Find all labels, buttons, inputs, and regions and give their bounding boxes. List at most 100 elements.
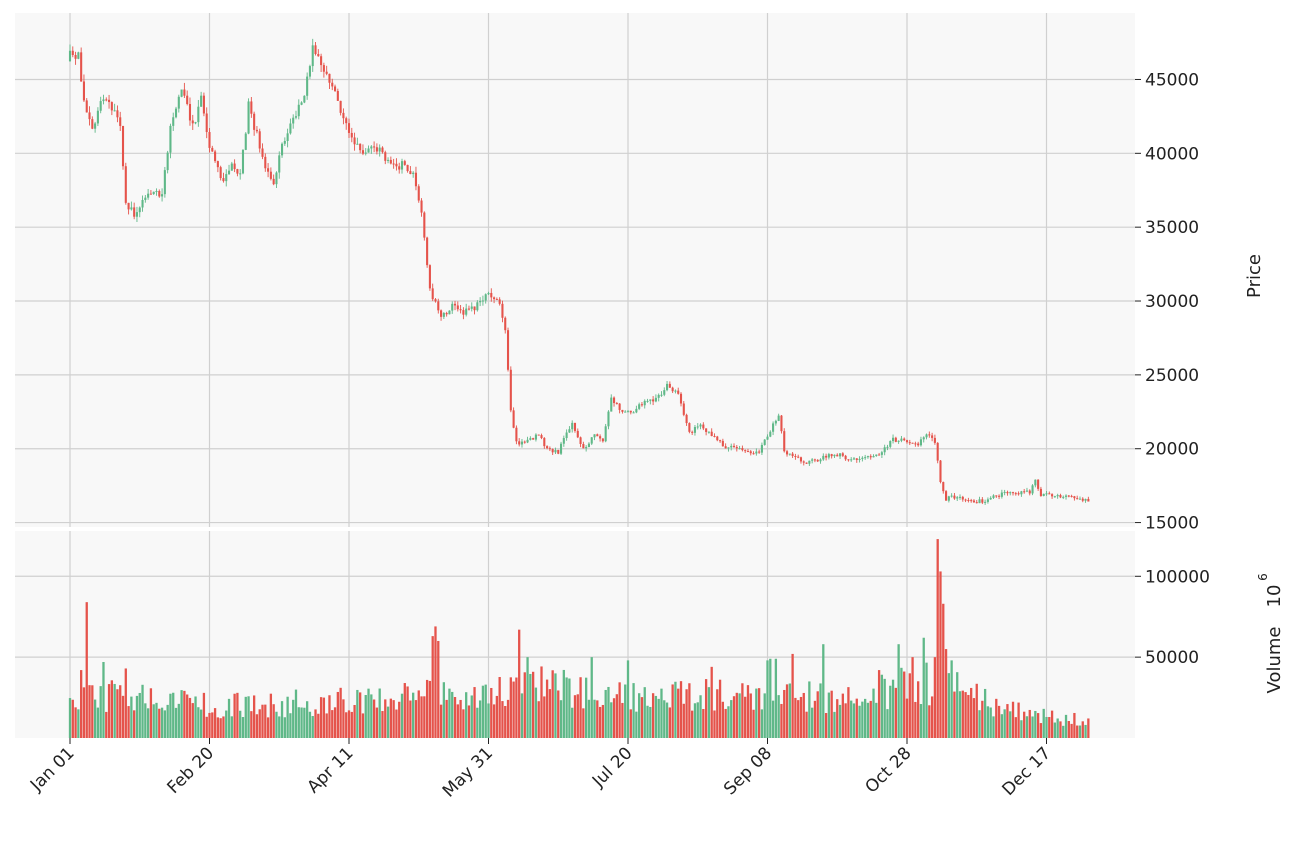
volume-bar bbox=[531, 671, 535, 738]
candle-body bbox=[451, 303, 454, 311]
volume-bar bbox=[442, 682, 446, 738]
volume-bar bbox=[121, 695, 125, 738]
candle-body bbox=[375, 147, 378, 152]
volume-bar bbox=[208, 712, 211, 738]
candle-body bbox=[805, 462, 808, 464]
volume-bar bbox=[601, 704, 605, 738]
candle-body bbox=[626, 410, 630, 412]
candle-body bbox=[562, 438, 565, 444]
volume-bar bbox=[1014, 717, 1017, 738]
volume-bar bbox=[1059, 721, 1062, 738]
candle-body bbox=[679, 393, 683, 404]
candle-body bbox=[878, 454, 881, 456]
volume-bar bbox=[124, 668, 127, 738]
candle-body bbox=[866, 456, 869, 458]
candle-body bbox=[772, 423, 775, 432]
volume-bar bbox=[152, 704, 155, 738]
volume-bar bbox=[903, 671, 906, 738]
volume-bar bbox=[604, 689, 607, 738]
candle-body bbox=[986, 499, 989, 502]
candle-body bbox=[981, 499, 984, 503]
volume-bar bbox=[989, 707, 992, 738]
volume-bar bbox=[1078, 725, 1082, 738]
volume-bar bbox=[1070, 723, 1073, 738]
volume-bar bbox=[1028, 709, 1031, 738]
volume-bar bbox=[133, 710, 136, 738]
candle-body bbox=[130, 207, 133, 210]
candle-body bbox=[788, 453, 791, 455]
candle-body bbox=[573, 422, 577, 431]
price-tick-label: 25000 bbox=[1145, 366, 1199, 386]
candle-body bbox=[236, 169, 239, 174]
volume-bar bbox=[864, 698, 867, 738]
candle-body bbox=[392, 163, 395, 165]
candle-body bbox=[939, 460, 942, 483]
volume-bar bbox=[169, 693, 172, 738]
volume-bar bbox=[227, 698, 231, 738]
candle-body bbox=[970, 500, 973, 502]
candle-body bbox=[1059, 495, 1062, 498]
volume-bar bbox=[925, 662, 928, 738]
volume-bar bbox=[981, 700, 984, 738]
candle-body bbox=[808, 460, 811, 464]
candle-body bbox=[250, 101, 253, 114]
volume-bar bbox=[827, 692, 831, 738]
candle-body bbox=[99, 101, 102, 111]
volume-bar bbox=[1084, 724, 1087, 738]
volume-bar bbox=[465, 692, 468, 738]
candle-body bbox=[381, 147, 384, 153]
candle-body bbox=[188, 103, 192, 121]
volume-bar bbox=[297, 707, 300, 738]
volume-bar bbox=[526, 657, 529, 738]
volume-bar bbox=[389, 698, 392, 738]
volume-bar bbox=[679, 681, 683, 738]
candle-body bbox=[794, 456, 797, 458]
volume-bar bbox=[199, 709, 203, 738]
candle-body bbox=[947, 496, 950, 501]
candle-body bbox=[585, 447, 588, 449]
candle-body bbox=[607, 411, 610, 427]
candle-body bbox=[1003, 491, 1006, 493]
candle-body bbox=[774, 420, 777, 424]
candle-body bbox=[693, 427, 697, 433]
volume-bar bbox=[202, 692, 206, 738]
price-panel-background bbox=[15, 13, 1135, 527]
volume-bar bbox=[880, 674, 884, 738]
candle-body bbox=[769, 431, 772, 437]
candle-body bbox=[367, 148, 370, 153]
volume-bar bbox=[1045, 716, 1048, 738]
volume-bar bbox=[113, 683, 116, 738]
volume-bar bbox=[674, 681, 677, 738]
candle-body bbox=[373, 146, 376, 148]
candle-body bbox=[501, 303, 504, 318]
candle-body bbox=[306, 76, 309, 96]
candle-body bbox=[406, 164, 409, 172]
volume-bar bbox=[71, 699, 74, 738]
candle-body bbox=[244, 133, 247, 150]
candle-body bbox=[71, 50, 74, 56]
volume-bar bbox=[219, 718, 222, 738]
candle-body bbox=[822, 455, 825, 460]
price-tick-label: 30000 bbox=[1145, 292, 1199, 312]
candle-body bbox=[135, 212, 139, 217]
candle-body bbox=[267, 168, 270, 172]
volume-bar bbox=[93, 699, 97, 738]
candle-body bbox=[855, 458, 858, 460]
candle-body bbox=[194, 122, 197, 124]
candle-body bbox=[797, 456, 800, 458]
volume-bar bbox=[992, 716, 995, 738]
volume-bar bbox=[278, 716, 281, 738]
volume-bar bbox=[191, 703, 194, 738]
volume-bar bbox=[559, 700, 563, 738]
volume-bar bbox=[760, 709, 764, 738]
volume-bar bbox=[205, 716, 208, 738]
volume-bar bbox=[233, 693, 236, 738]
volume-bar bbox=[576, 694, 579, 738]
volume-bar bbox=[236, 692, 239, 738]
volume-bar bbox=[395, 709, 398, 738]
candle-body bbox=[414, 172, 418, 187]
volume-bar bbox=[149, 688, 153, 738]
candle-body bbox=[618, 403, 621, 410]
candle-body bbox=[272, 178, 275, 185]
volume-bar bbox=[900, 667, 903, 738]
